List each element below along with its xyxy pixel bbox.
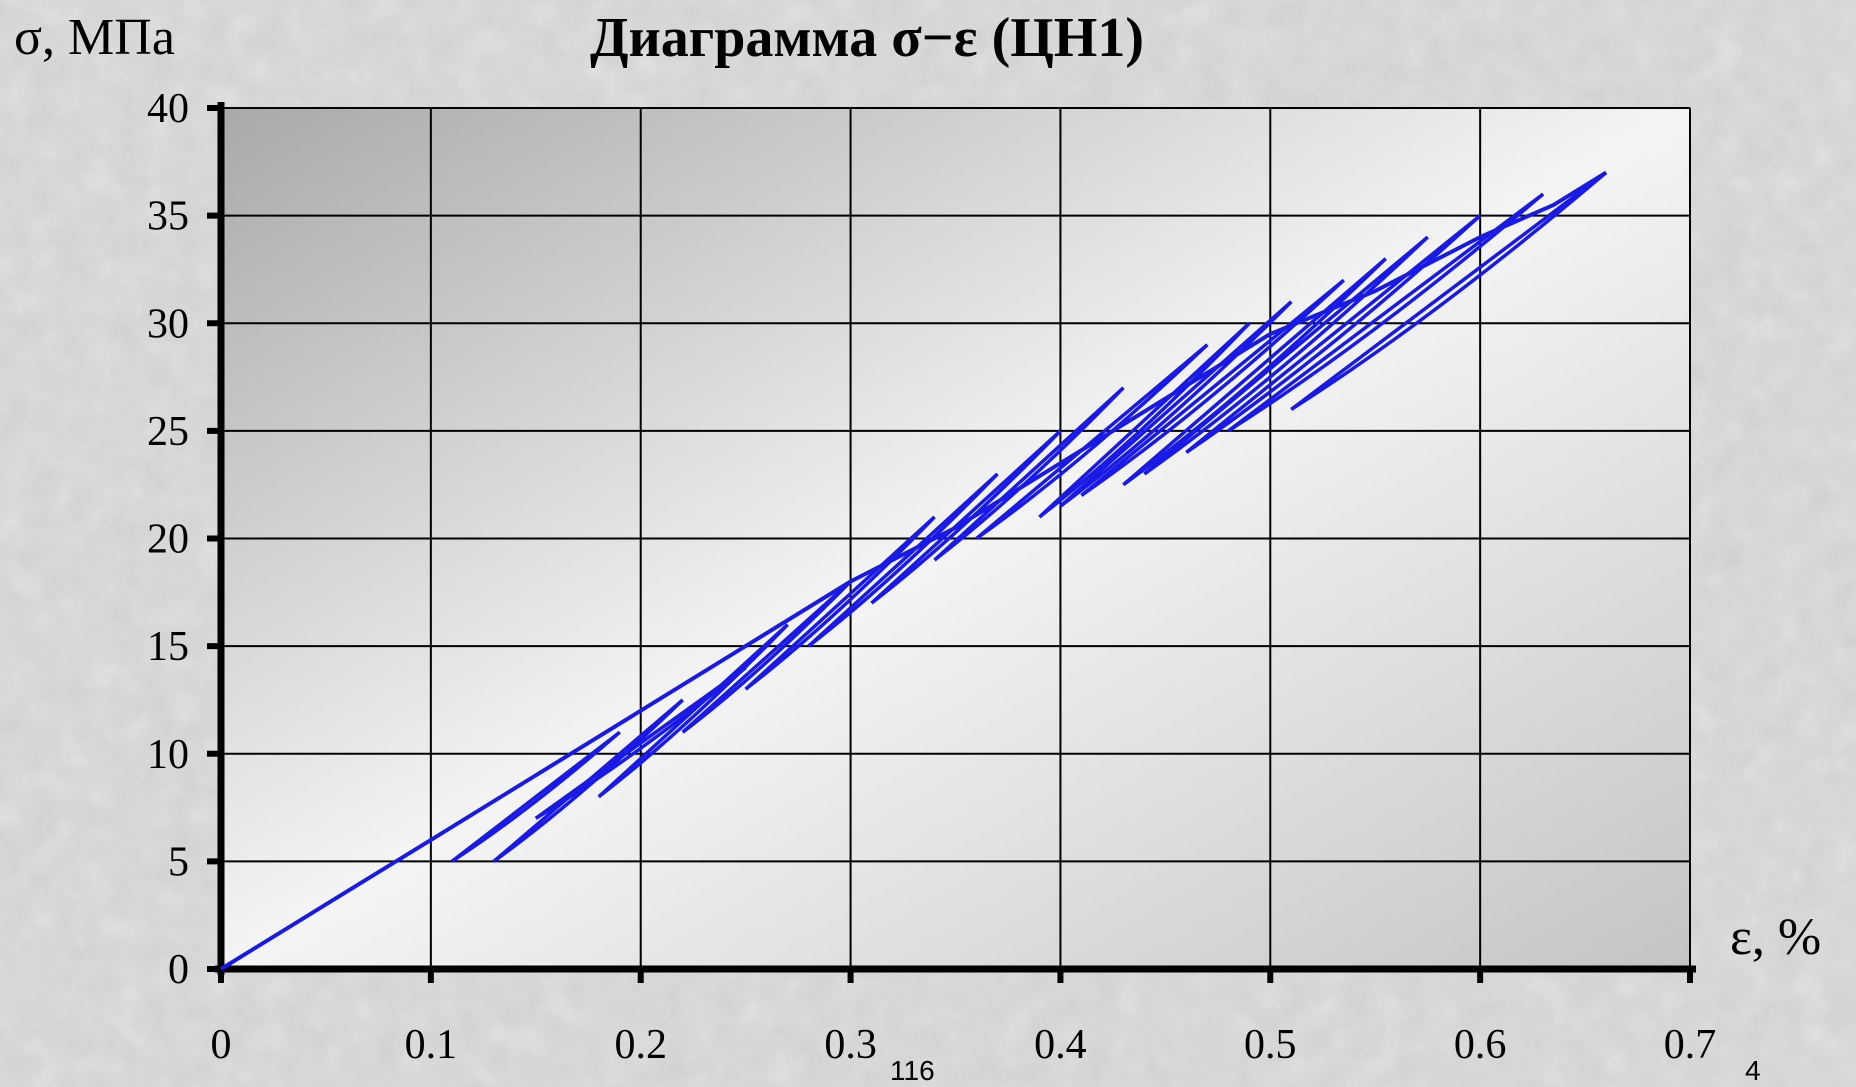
unloading-curve [744,515,936,691]
reloading-curve [870,429,1062,605]
y-tick-label: 30 [147,301,189,347]
reloading-curve [1122,257,1387,487]
reloading-curve [975,343,1209,540]
unloading-curve [807,472,999,648]
slide-number-left: 116 [890,1055,935,1086]
y-tick-label: 40 [147,86,189,132]
unloading-curve [1185,214,1482,454]
reloading-curve [1227,192,1545,433]
reloading-curve [807,472,999,648]
y-tick-label: 25 [147,409,189,455]
reloading-curve [1185,214,1482,454]
tick-labels: 0 5 10 15 20 25 30 35 40 0 0.1 0.2 0.3 0.4 0.5 0.6 0.7 [147,86,1716,1068]
x-tick-label: 0.1 [405,1022,458,1068]
x-tick-label: 0.5 [1244,1022,1297,1068]
unloading-curve [1122,257,1387,487]
x-tick-label: 0.4 [1034,1022,1087,1068]
grid [221,107,1691,969]
x-axis-label: ε, % [1730,909,1822,966]
series [219,170,1608,971]
unloading-curve [870,429,1062,605]
x-tick-label: 0.6 [1454,1022,1507,1068]
reloading-curve [450,730,621,863]
y-tick-label: 15 [147,624,189,670]
axes [207,102,1696,983]
reloading-curve [1290,171,1608,411]
unloading-curve [1059,300,1293,508]
reloading-curve [681,580,852,734]
unloading-curve [1227,192,1545,433]
unloading-curve [1290,171,1608,411]
y-tick-label: 20 [147,517,189,563]
unloading-curve [1080,278,1345,497]
unloading-curve [975,343,1209,540]
reloading-curve [933,386,1125,562]
slide-number-right: 4 [1745,1055,1761,1086]
x-tick-label: 0.3 [824,1022,877,1068]
y-tick-label: 35 [147,194,189,240]
x-tick-label: 0.2 [614,1022,667,1068]
chart-title: Диаграмма σ−ε (ЦН1) [590,7,1144,69]
x-tick-label: 0 [211,1022,232,1068]
reloading-curve [1080,278,1345,497]
unloading-curve [1143,235,1429,476]
reloading-curve [1038,321,1251,519]
unloading-curve [933,386,1125,562]
reloading-curve [492,698,684,863]
reloading-curve [534,666,747,820]
reloading-curve [744,515,936,691]
y-tick-label: 5 [168,839,189,885]
y-axis-label: σ, МПа [14,9,175,66]
y-tick-label: 0 [168,947,189,993]
unloading-curve [597,623,789,799]
y-tick-label: 10 [147,732,189,778]
reloading-curve [1059,300,1293,508]
unloading-curve [1038,322,1251,519]
unloading-curve [492,698,684,863]
x-tick-label: 0.7 [1664,1022,1717,1068]
